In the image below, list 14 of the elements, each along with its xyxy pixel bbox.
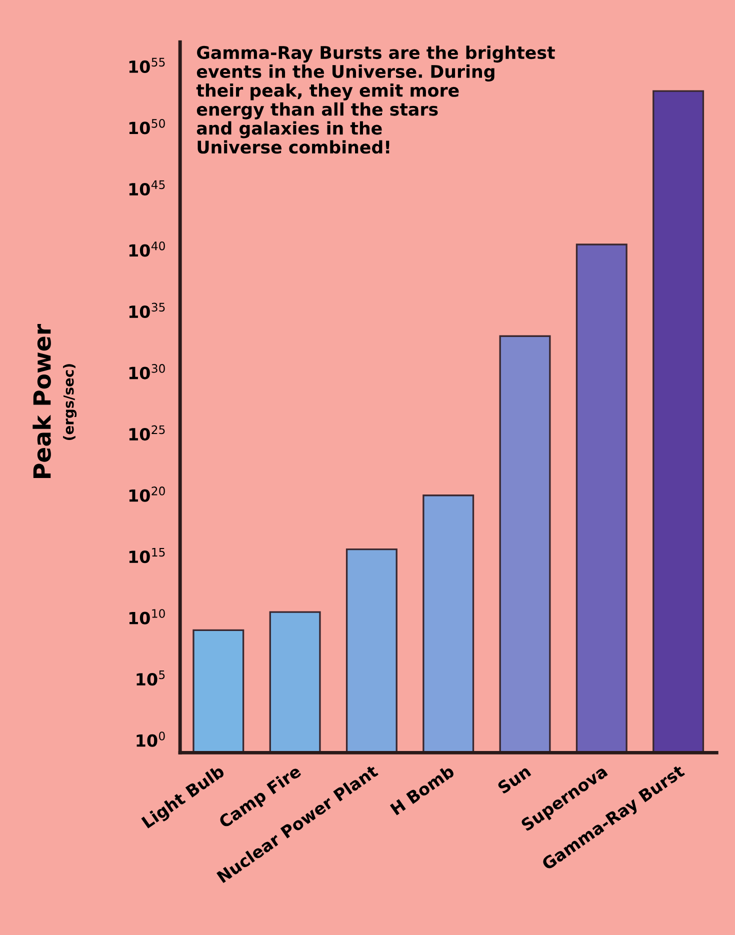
y-tick-label: 10$^{5}$ [136, 670, 165, 686]
annotation: Gamma-Ray Bursts are the brightest events in the Universe. During their peak, they emit more energy than all the stars and galaxies in the Universe combined! [196, 46, 555, 154]
y-tick-label: 10$^{30}$ [129, 364, 165, 380]
y-tick-label: 10$^{10}$ [129, 609, 165, 624]
y-tick-label: 10$^{45}$ [129, 180, 165, 196]
y-tick-label: 10$^{15}$ [129, 548, 165, 564]
y-tick-label: 10$^{25}$ [129, 425, 165, 441]
y-tick-label: 10$^{55}$ [129, 58, 165, 74]
y-tick-label: 10$^{35}$ [129, 302, 165, 318]
y-tick-label: 10$^{40}$ [129, 242, 165, 257]
y-axis-title: Peak Power (ergs/sec) [32, 324, 77, 478]
y-tick-label: 10$^{0}$ [136, 732, 165, 747]
y-tick-label: 10$^{20}$ [129, 486, 165, 502]
y-tick-label: 10$^{50}$ [129, 119, 165, 134]
